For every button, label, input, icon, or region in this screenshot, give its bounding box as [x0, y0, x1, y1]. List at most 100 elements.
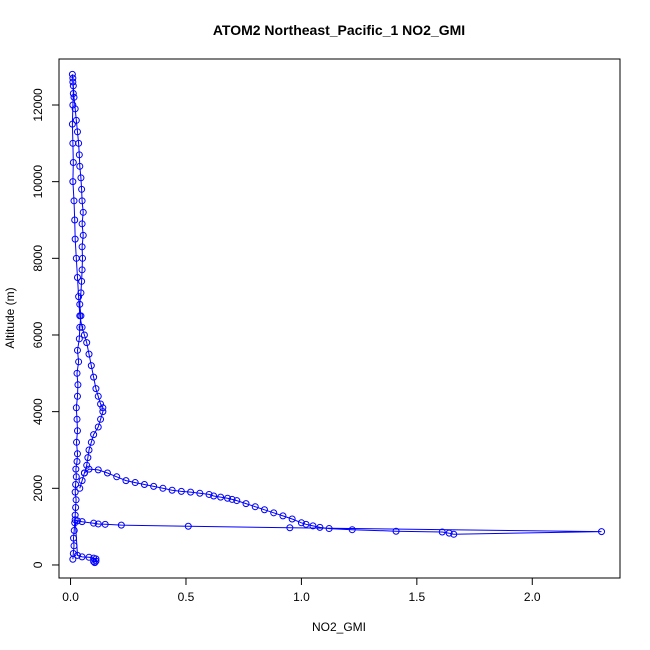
data-point [196, 489, 204, 497]
data-point [78, 277, 86, 285]
data-point [210, 492, 218, 500]
data-point [90, 431, 98, 439]
data-point [72, 496, 80, 504]
data-point [113, 473, 121, 481]
data-point [68, 120, 76, 128]
data-point [70, 93, 78, 101]
data-point [75, 293, 83, 301]
y-tick-label: 6000 [31, 321, 45, 348]
data-point [76, 162, 84, 170]
data-point [73, 457, 81, 465]
data-point [99, 408, 107, 416]
data-point [85, 350, 93, 358]
data-point [73, 273, 81, 281]
y-tick-label: 4000 [31, 398, 45, 425]
data-point [205, 490, 213, 498]
data-point [70, 534, 78, 542]
data-point [71, 516, 79, 524]
data-point [302, 520, 310, 528]
y-tick-label: 8000 [31, 245, 45, 272]
data-point [103, 469, 111, 477]
data-point [224, 494, 232, 502]
data-point [92, 385, 100, 393]
data-point [70, 542, 78, 550]
data-point [97, 400, 105, 408]
data-point [80, 331, 88, 339]
data-point [97, 415, 105, 423]
y-tick-label: 2000 [31, 475, 45, 502]
data-point [77, 174, 85, 182]
data-point [168, 486, 176, 494]
data-point [450, 530, 458, 538]
data-point [73, 438, 81, 446]
data-point [84, 454, 92, 462]
data-point [260, 506, 268, 514]
data-point [78, 243, 86, 251]
data-point [68, 70, 76, 78]
data-point [85, 553, 93, 561]
data-point [286, 524, 294, 532]
data-point [288, 515, 296, 523]
data-point [270, 509, 278, 517]
data-point [78, 220, 86, 228]
data-point [87, 438, 95, 446]
x-tick-label: 0.0 [62, 590, 79, 604]
plot-marks [68, 70, 606, 567]
data-point [94, 423, 102, 431]
data-point [90, 519, 98, 527]
data-point [69, 139, 77, 147]
data-point [75, 335, 83, 343]
data-point [73, 427, 81, 435]
data-point [90, 558, 98, 566]
plot-frame [58, 58, 621, 579]
data-point [79, 208, 87, 216]
data-point [73, 392, 81, 400]
data-point [72, 503, 80, 511]
data-point [94, 466, 102, 474]
data-point [71, 105, 79, 113]
data-point [445, 529, 453, 537]
data-point [78, 323, 86, 331]
data-point [71, 216, 79, 224]
data-point [90, 373, 98, 381]
data-point [76, 484, 84, 492]
data-point [78, 266, 86, 274]
data-point [316, 523, 324, 531]
data-point [70, 526, 78, 534]
data-point [70, 197, 78, 205]
data-point [242, 500, 250, 508]
x-axis-label: NO2_GMI [312, 620, 366, 634]
data-point [325, 525, 333, 533]
data-point [73, 346, 81, 354]
y-axis: 0 2000 4000 6000 8000 10000 12000 [31, 88, 60, 568]
data-point [72, 473, 80, 481]
data-point [76, 323, 84, 331]
data-point [75, 358, 83, 366]
x-tick-label: 0.5 [178, 590, 195, 604]
data-point [77, 289, 85, 297]
data-point [72, 116, 80, 124]
data-point [73, 450, 81, 458]
data-point [87, 362, 95, 370]
data-point [74, 381, 82, 389]
data-point [72, 480, 80, 488]
data-point [78, 197, 86, 205]
data-point [392, 527, 400, 535]
data-point [71, 235, 79, 243]
data-point [83, 461, 91, 469]
data-point [71, 511, 79, 519]
data-point [94, 520, 102, 528]
data-point [297, 519, 305, 527]
data-point [69, 101, 77, 109]
data-point [131, 479, 139, 487]
data-point [73, 369, 81, 377]
data-point [73, 128, 81, 136]
data-point [233, 497, 241, 505]
series-line [71, 74, 602, 564]
data-point [71, 488, 79, 496]
y-tick-label: 10000 [31, 165, 45, 199]
data-point [78, 477, 86, 485]
data-point [72, 404, 80, 412]
data-point [76, 300, 84, 308]
